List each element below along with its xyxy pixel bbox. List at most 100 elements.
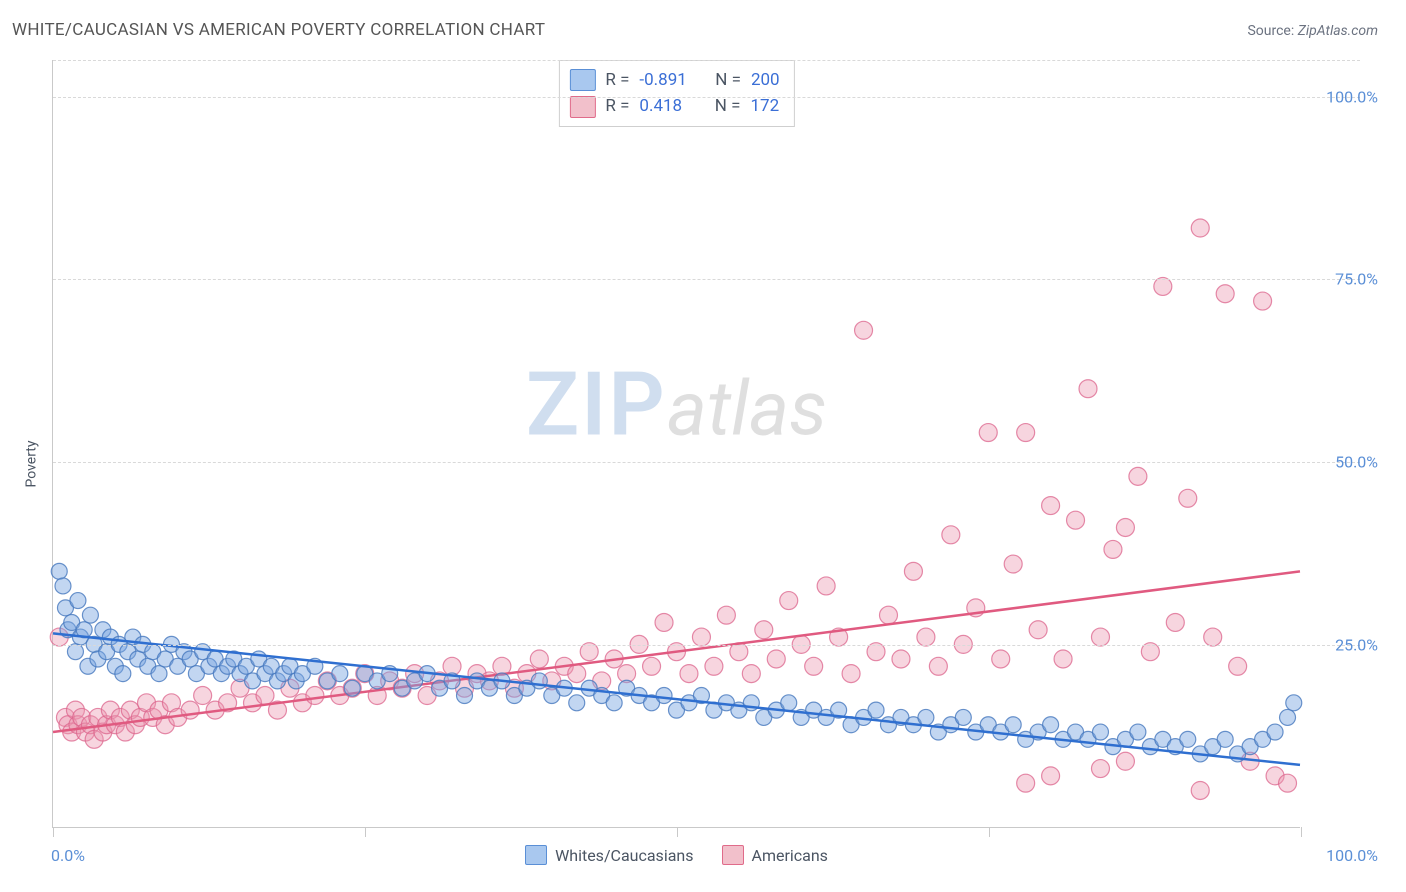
data-point: [1116, 752, 1134, 770]
data-point: [904, 562, 922, 580]
data-point: [1180, 731, 1196, 747]
data-point: [457, 688, 473, 704]
data-point: [70, 593, 86, 609]
data-point: [82, 607, 98, 623]
data-point: [755, 621, 773, 639]
source-label: Source:: [1247, 23, 1294, 39]
n-value-blue: 200: [751, 67, 780, 93]
data-point: [917, 628, 935, 646]
data-point: [1130, 724, 1146, 740]
xtick: [989, 827, 990, 837]
data-point: [332, 666, 348, 682]
data-point: [992, 650, 1010, 668]
legend-swatch-blue: [525, 845, 547, 865]
data-point: [955, 709, 971, 725]
data-point: [1129, 467, 1147, 485]
data-point: [306, 687, 324, 705]
data-point: [1179, 489, 1197, 507]
data-point: [655, 613, 673, 631]
chart-header: WHITE/CAUCASIAN VS AMERICAN POVERTY CORR…: [0, 0, 1406, 46]
data-point: [817, 577, 835, 595]
source-value: ZipAtlas.com: [1298, 23, 1378, 39]
data-point: [780, 592, 798, 610]
data-point: [530, 650, 548, 668]
ytick-label: 100.0%: [1326, 87, 1378, 106]
legend-item-blue: Whites/Caucasians: [525, 845, 693, 865]
gridline-h: [53, 645, 1360, 646]
data-point: [1017, 424, 1035, 442]
data-point: [1092, 724, 1108, 740]
data-point: [643, 657, 661, 675]
legend-swatch-pink: [722, 845, 744, 865]
data-point: [1191, 781, 1209, 799]
data-point: [842, 665, 860, 683]
r-value-blue: -0.891: [639, 67, 686, 93]
data-point: [680, 665, 698, 683]
data-point: [1254, 292, 1272, 310]
data-point: [1091, 628, 1109, 646]
scatter-svg: [53, 60, 1300, 827]
swatch-pink: [569, 96, 595, 118]
data-point: [194, 687, 212, 705]
data-point: [929, 657, 947, 675]
stats-row-blue: R = -0.891 N = 200: [569, 67, 779, 93]
legend-label-pink: Americans: [752, 846, 828, 865]
data-point: [1279, 774, 1297, 792]
data-point: [1079, 380, 1097, 398]
data-point: [1005, 717, 1021, 733]
data-point: [1017, 774, 1035, 792]
gridline-h: [53, 462, 1360, 463]
xtick: [53, 827, 54, 837]
gridline-h: [53, 97, 1360, 98]
data-point: [1216, 285, 1234, 303]
data-point: [51, 563, 67, 579]
legend-item-pink: Americans: [722, 845, 828, 865]
data-point: [1104, 540, 1122, 558]
chart-title: WHITE/CAUCASIAN VS AMERICAN POVERTY CORR…: [12, 20, 545, 40]
data-point: [1204, 628, 1222, 646]
data-point: [256, 687, 274, 705]
data-point: [568, 665, 586, 683]
xtick: [1301, 827, 1302, 837]
gridline-h: [53, 279, 1360, 280]
stats-legend-box: R = -0.891 N = 200 R = 0.418 N = 172: [558, 60, 794, 127]
source-attribution: Source: ZipAtlas.com: [1247, 23, 1378, 39]
xtick: [677, 827, 678, 837]
data-point: [979, 424, 997, 442]
data-point: [1043, 717, 1059, 733]
data-point: [55, 578, 71, 594]
data-point: [918, 709, 934, 725]
legend-label-blue: Whites/Caucasians: [555, 846, 693, 865]
data-point: [1166, 613, 1184, 631]
data-point: [1042, 767, 1060, 785]
data-point: [781, 695, 797, 711]
data-point: [717, 606, 735, 624]
data-point: [344, 680, 360, 696]
data-point: [115, 666, 131, 682]
ytick-label: 75.0%: [1335, 270, 1378, 289]
xtick-label: 100.0%: [1326, 846, 1378, 865]
data-point: [656, 688, 672, 704]
data-point: [1116, 519, 1134, 537]
data-point: [1029, 621, 1047, 639]
data-point: [879, 606, 897, 624]
data-point: [1054, 650, 1072, 668]
chart-container: Poverty ZIPatlas R = -0.891 N = 200 R = …: [12, 54, 1394, 874]
r-label: R =: [605, 67, 629, 93]
data-point: [1286, 695, 1302, 711]
data-point: [1004, 555, 1022, 573]
data-point: [569, 695, 585, 711]
n-label: N =: [715, 67, 741, 93]
data-point: [855, 321, 873, 339]
data-point: [1091, 760, 1109, 778]
ytick-label: 25.0%: [1335, 636, 1378, 655]
data-point: [942, 526, 960, 544]
y-axis-label: Poverty: [24, 440, 40, 487]
data-point: [1191, 219, 1209, 237]
data-point: [1067, 511, 1085, 529]
data-point: [606, 695, 622, 711]
data-point: [1217, 731, 1233, 747]
data-point: [151, 666, 167, 682]
data-point: [1280, 709, 1296, 725]
data-point: [892, 650, 910, 668]
